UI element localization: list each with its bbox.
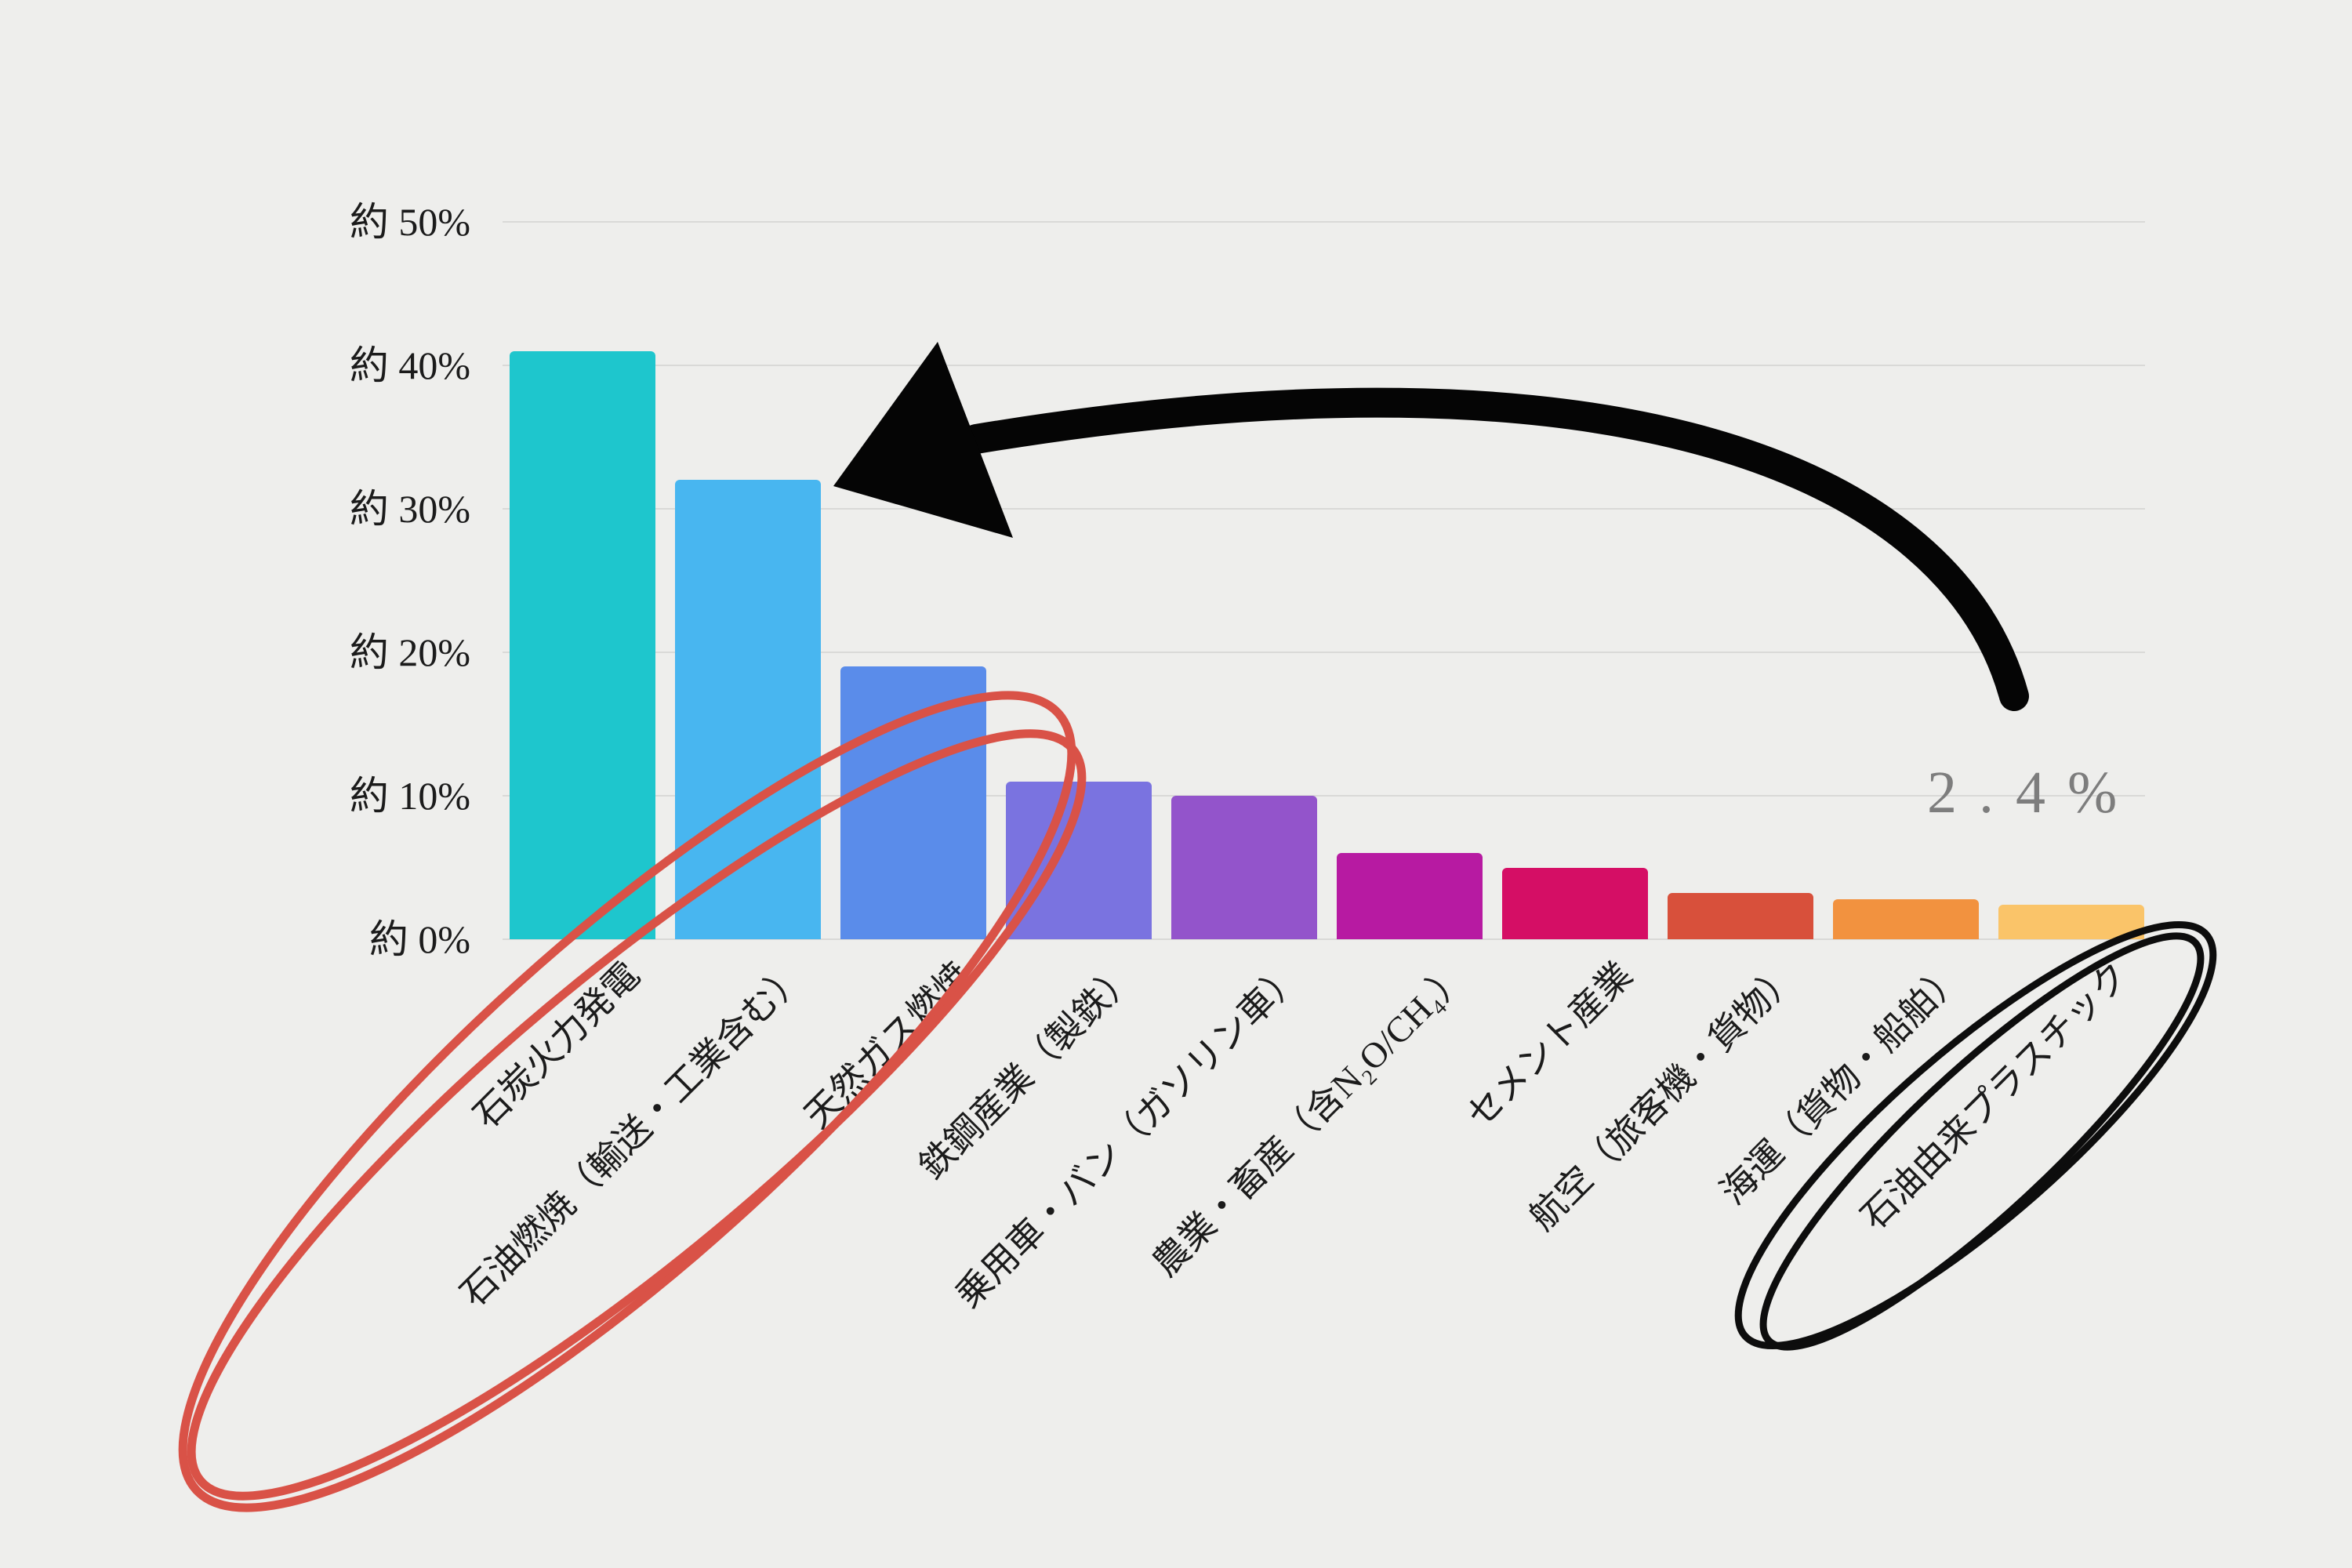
x-axis-label: 石炭火力発電 xyxy=(466,954,648,1136)
bar-8 xyxy=(1668,893,1813,939)
bar-6 xyxy=(1337,853,1483,939)
gridline xyxy=(503,938,2145,940)
bar-10 xyxy=(1998,905,2144,939)
x-axis-label: 石油由来プラスチック xyxy=(1853,954,2136,1238)
bar-2 xyxy=(675,480,821,939)
bar-1 xyxy=(510,350,655,939)
gridline xyxy=(503,221,2145,223)
y-axis-tick-label: 約 0% xyxy=(368,917,470,961)
y-axis-tick-label: 約 50% xyxy=(349,200,470,244)
x-axis-label: 石油燃焼（輸送・工業含む） xyxy=(452,954,813,1315)
x-axis-label: セメント産業 xyxy=(1458,954,1640,1135)
y-axis-tick-label: 約 10% xyxy=(349,774,470,818)
x-axis-label: 乗用車・バン（ガソリン車） xyxy=(947,954,1309,1316)
x-axis-label: 農業・畜産（含N₂O/CH₄） xyxy=(1145,954,1475,1284)
bar-5 xyxy=(1171,796,1317,939)
bar-4 xyxy=(1006,781,1152,939)
value-callout: 2.4% xyxy=(1927,760,2140,826)
x-axis-label: 天然ガス燃焼 xyxy=(797,954,978,1136)
y-axis-tick-label: 約 20% xyxy=(349,630,470,674)
gridline xyxy=(503,365,2145,366)
y-axis-tick-label: 約 40% xyxy=(349,343,470,387)
x-axis-label: 航空（旅客機・貨物） xyxy=(1522,954,1806,1238)
y-axis-tick-label: 約 30% xyxy=(349,487,470,531)
bar-9 xyxy=(1833,898,1979,939)
bar-3 xyxy=(840,666,986,939)
gridline xyxy=(503,795,2145,797)
bar-7 xyxy=(1502,867,1648,939)
